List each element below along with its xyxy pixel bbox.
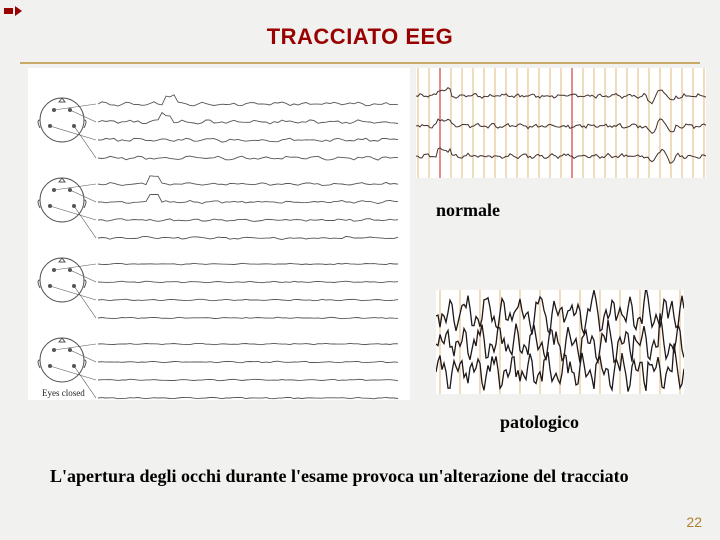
- svg-text:Eyes closed: Eyes closed: [42, 388, 85, 398]
- home-icon: [4, 4, 22, 23]
- label-normale: normale: [436, 200, 500, 221]
- horizontal-rule: [20, 62, 700, 64]
- eeg-trace-normal: [416, 68, 706, 178]
- label-patologico: patologico: [500, 412, 579, 433]
- page-number: 22: [686, 514, 702, 530]
- caption-text: L'apertura degli occhi durante l'esame p…: [50, 466, 680, 487]
- eeg-trace-pathological: [436, 290, 684, 394]
- page-title: TRACCIATO EEG: [0, 24, 720, 50]
- eeg-electrode-diagram: Eyes closed: [28, 68, 410, 400]
